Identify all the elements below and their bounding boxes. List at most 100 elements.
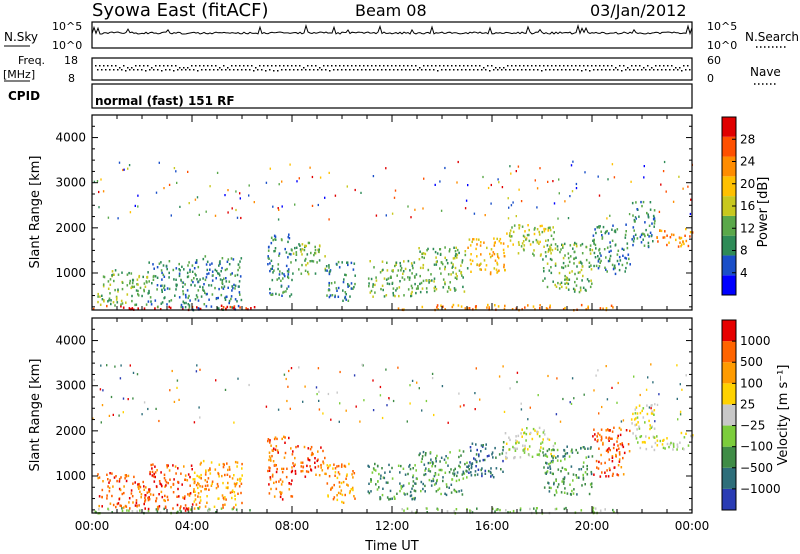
echo-cell bbox=[570, 402, 573, 405]
echo-cell bbox=[491, 451, 494, 454]
echo-cell bbox=[434, 250, 437, 254]
echo-cell bbox=[306, 464, 308, 468]
echo-cell bbox=[525, 238, 527, 241]
echo-cell bbox=[287, 285, 290, 288]
echo-cell bbox=[513, 447, 515, 450]
echo-cell bbox=[460, 264, 462, 267]
echo-cell bbox=[563, 480, 565, 483]
echo-cell bbox=[234, 485, 237, 488]
echo-cell bbox=[564, 254, 566, 257]
echo-cell bbox=[96, 180, 99, 183]
echo-cell bbox=[122, 411, 124, 414]
echo-cell bbox=[524, 306, 526, 309]
echo-cell bbox=[286, 269, 289, 273]
echo-cell bbox=[400, 464, 402, 468]
echo-cell bbox=[620, 420, 623, 423]
y-tick-label: 4000 bbox=[55, 334, 86, 348]
echo-cell bbox=[270, 259, 273, 262]
echo-cell bbox=[353, 495, 355, 498]
echo-cell bbox=[456, 471, 459, 474]
echo-cell bbox=[453, 474, 456, 477]
echo-cell bbox=[444, 166, 446, 170]
echo-cell bbox=[347, 283, 349, 286]
echo-cell bbox=[188, 494, 191, 497]
echo-cell bbox=[107, 300, 109, 303]
echo-cell bbox=[508, 436, 510, 439]
echo-cell bbox=[550, 252, 552, 255]
echo-cell bbox=[466, 465, 468, 468]
echo-cell bbox=[166, 303, 168, 306]
echo-cell bbox=[304, 385, 306, 388]
echo-cell bbox=[502, 242, 505, 245]
echo-cell bbox=[461, 493, 464, 496]
echo-cell bbox=[444, 268, 446, 271]
echo-cell bbox=[456, 248, 459, 252]
echo-cell bbox=[420, 281, 423, 285]
freq-dot bbox=[601, 69, 603, 71]
echo-cell bbox=[233, 482, 236, 485]
echo-cell bbox=[121, 281, 124, 284]
echo-cell bbox=[372, 175, 375, 178]
echo-cell bbox=[635, 437, 638, 440]
echo-cell bbox=[427, 461, 430, 465]
echo-cell bbox=[512, 230, 515, 234]
echo-cell bbox=[225, 307, 227, 311]
echo-cell bbox=[109, 502, 112, 505]
echo-cell bbox=[504, 432, 507, 435]
echo-cell bbox=[491, 453, 493, 456]
echo-cell bbox=[237, 304, 240, 308]
echo-cell bbox=[458, 449, 461, 452]
nave-dot bbox=[651, 67, 653, 69]
echo-cell bbox=[439, 180, 441, 183]
freq-dot bbox=[169, 69, 171, 71]
echo-cell bbox=[182, 285, 184, 288]
echo-cell bbox=[558, 178, 560, 181]
echo-cell bbox=[520, 408, 523, 411]
echo-cell bbox=[163, 507, 165, 511]
echo-cell bbox=[399, 261, 401, 265]
echo-cell bbox=[527, 304, 529, 307]
nave-dot bbox=[147, 65, 149, 67]
echo-cell bbox=[367, 490, 370, 493]
echo-cell bbox=[635, 201, 637, 204]
nave-dot bbox=[511, 65, 513, 67]
echo-cell bbox=[440, 492, 442, 496]
echo-cell bbox=[546, 455, 549, 458]
echo-cell bbox=[381, 269, 383, 272]
echo-cell bbox=[308, 459, 311, 462]
echo-cell bbox=[108, 414, 111, 417]
echo-cell bbox=[101, 488, 104, 492]
echo-cell bbox=[516, 440, 518, 443]
echo-cell bbox=[562, 482, 565, 485]
echo-cell bbox=[417, 285, 419, 288]
echo-cell bbox=[469, 244, 472, 247]
echo-cell bbox=[205, 469, 207, 472]
echo-cell bbox=[585, 245, 587, 249]
echo-cell bbox=[379, 497, 381, 501]
echo-cell bbox=[122, 506, 125, 509]
echo-cell bbox=[231, 306, 233, 309]
echo-cell bbox=[434, 472, 437, 475]
echo-cell bbox=[557, 455, 559, 458]
echo-cell bbox=[613, 176, 616, 179]
freq-dot bbox=[205, 69, 207, 71]
echo-cell bbox=[270, 241, 273, 245]
echo-cell bbox=[204, 488, 206, 491]
echo-cell bbox=[676, 448, 678, 451]
freq-dot bbox=[309, 69, 311, 71]
echo-cell bbox=[453, 509, 456, 513]
echo-cell bbox=[402, 484, 405, 487]
echo-cell bbox=[280, 238, 283, 241]
echo-cell bbox=[379, 385, 382, 389]
echo-cell bbox=[593, 389, 595, 392]
echo-cell bbox=[183, 497, 186, 500]
echo-cell bbox=[281, 294, 283, 297]
nave-dot bbox=[135, 65, 137, 67]
echo-cell bbox=[106, 364, 108, 367]
echo-cell bbox=[564, 487, 566, 490]
echo-cell bbox=[446, 262, 449, 265]
echo-cell bbox=[547, 250, 550, 253]
echo-cell bbox=[291, 249, 293, 252]
echo-cell bbox=[215, 277, 217, 280]
